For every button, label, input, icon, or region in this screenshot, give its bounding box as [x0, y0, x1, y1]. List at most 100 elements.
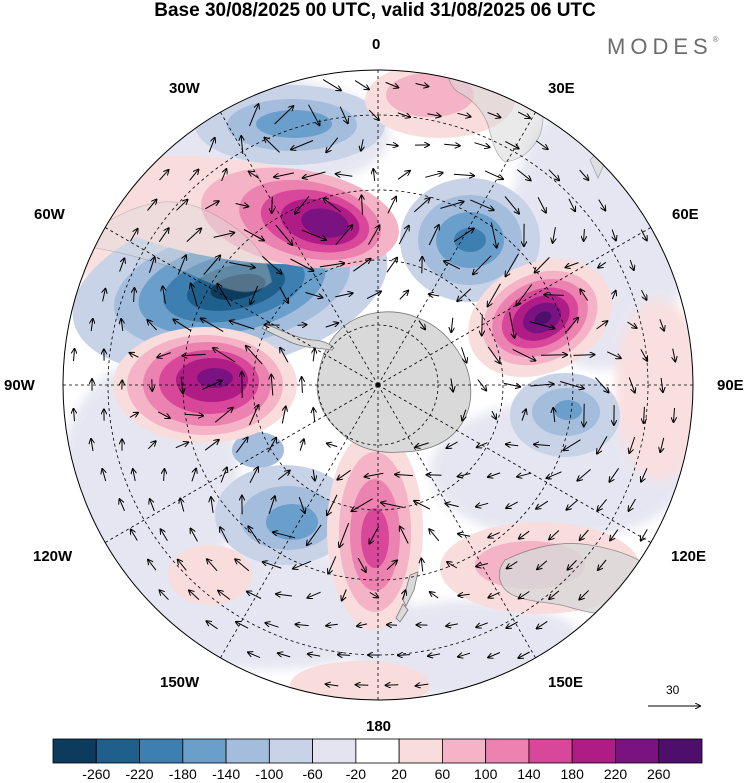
wind-vector: [263, 562, 282, 569]
lon-label-150e: 150E: [548, 674, 584, 691]
wind-vector: [596, 321, 608, 330]
wind-vector: [427, 114, 440, 117]
wind-vector: [503, 382, 520, 387]
wind-vector: [484, 170, 503, 179]
colorbar-tick-label: 260: [647, 766, 671, 782]
wind-vector: [102, 469, 105, 482]
wind-vector: [249, 104, 259, 127]
wind-vector: [369, 592, 378, 598]
wind-vector: [308, 654, 321, 656]
wind-vector: [488, 532, 500, 538]
wind-vector: [133, 469, 135, 481]
wind-vector: [271, 375, 273, 396]
wind-vector: [477, 442, 488, 448]
wind-vector: [119, 258, 125, 272]
wind-vector: [204, 440, 219, 451]
wind-vector: [386, 560, 397, 570]
meridian-line: [104, 384, 379, 543]
wind-vector: [335, 225, 353, 246]
wind-vector: [173, 319, 191, 332]
wind-vector: [641, 468, 648, 481]
wind-vector: [342, 589, 347, 601]
wind-vector: [462, 409, 466, 421]
wind-vector: [273, 532, 296, 539]
colorbar-labels: -260 -220 -180 -140 -100 -60 -20 20 60 100 140 180 2…: [0, 766, 750, 783]
wind-vector: [400, 527, 409, 544]
colorbar-tick-label: 100: [474, 766, 498, 782]
wind-vector: [445, 503, 459, 506]
brand-logo: MODES®: [607, 34, 719, 60]
wind-vector: [291, 140, 314, 150]
wind-vector: [488, 591, 500, 597]
wind-vector: [641, 529, 648, 540]
wind-vector: [357, 624, 368, 626]
wind-vector: [308, 104, 320, 126]
wind-vector: [74, 409, 75, 422]
meridian-line: [377, 384, 536, 658]
wind-vector: [189, 170, 199, 181]
wind-vector: [537, 197, 546, 212]
wind-vector: [597, 436, 608, 453]
wind-vector: [398, 655, 411, 656]
wind-vector: [362, 195, 363, 215]
meridian-line: [377, 384, 651, 543]
wind-vector: [509, 312, 515, 338]
colorbar-segment: [139, 738, 184, 764]
wind-vector: [74, 349, 75, 362]
wind-vector: [191, 284, 198, 307]
wind-vector: [157, 352, 171, 358]
colorbar-tick-label: 60: [434, 766, 451, 782]
wind-vector: [415, 84, 429, 87]
wind-vector: [241, 136, 243, 155]
wind-vector: [457, 288, 472, 301]
wind-vector: [134, 288, 135, 303]
wind-vector: [395, 474, 413, 475]
wind-vector: [386, 258, 397, 273]
wind-vector: [534, 444, 551, 445]
wind-vector: [660, 437, 663, 452]
wind-vector: [553, 227, 556, 243]
wind-vector: [529, 321, 555, 329]
wind-vector: [403, 590, 406, 600]
wind-vector: [549, 530, 560, 540]
wind-vector: [580, 289, 589, 301]
wind-vector: [189, 590, 200, 600]
wind-vector: [368, 225, 380, 245]
wind-vector: [103, 289, 106, 302]
colorbar-tick-label: -220: [125, 766, 154, 782]
wind-vector: [264, 138, 280, 153]
antarctica: [316, 311, 472, 453]
wind-vector: [175, 442, 188, 449]
colorbar-segment: [528, 738, 573, 764]
wind-vector: [147, 200, 157, 211]
wind-vector: [506, 621, 518, 628]
wind-vector: [505, 141, 518, 149]
wind-vector: [474, 142, 489, 148]
wind-vector: [421, 558, 422, 572]
wind-vector: [91, 439, 93, 452]
wind-vector: [305, 292, 323, 298]
wind-vector: [250, 285, 259, 304]
wind-vector: [453, 174, 474, 176]
wind-vector: [202, 381, 221, 390]
wind-vector: [339, 522, 350, 547]
lon-label-90w: 90W: [4, 377, 35, 394]
wind-vector: [415, 442, 429, 447]
wind-vector: [387, 197, 396, 214]
wind-vector: [512, 348, 536, 360]
wind-vector: [453, 228, 474, 243]
colorbar-segment: [485, 738, 530, 764]
wind-vector: [458, 534, 471, 537]
wind-vector: [444, 261, 461, 270]
wind-vector: [397, 112, 410, 117]
wind-vector: [537, 620, 548, 628]
wind-vector: [356, 685, 369, 686]
wind-vector: [387, 625, 398, 626]
colorbar-tick-label: -100: [255, 766, 284, 782]
wind-vector: [399, 291, 408, 300]
colorbar-tick-label: 180: [560, 766, 584, 782]
wind-vector: [446, 624, 458, 626]
wind-vector: [598, 261, 607, 267]
wind-vector: [565, 318, 578, 333]
wind-vector: [297, 325, 307, 326]
